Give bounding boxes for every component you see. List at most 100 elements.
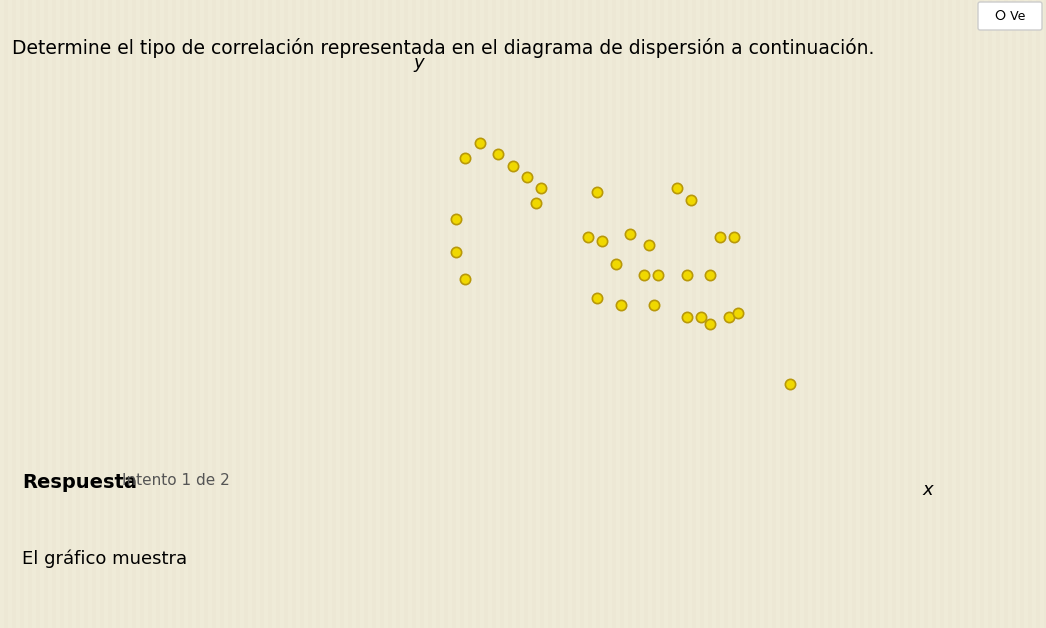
Bar bbox=[312, 0, 316, 628]
Point bbox=[448, 214, 464, 224]
Point bbox=[730, 308, 747, 318]
Bar bbox=[864, 0, 868, 628]
Bar bbox=[240, 0, 244, 628]
Text: ⵔ Ve: ⵔ Ve bbox=[995, 9, 1025, 23]
Bar bbox=[784, 0, 788, 628]
Bar bbox=[1016, 0, 1020, 628]
Bar bbox=[40, 0, 44, 628]
Bar bbox=[128, 0, 132, 628]
Bar bbox=[400, 0, 404, 628]
Bar bbox=[353, 0, 356, 628]
Bar bbox=[856, 0, 860, 628]
Bar bbox=[64, 0, 68, 628]
Bar bbox=[511, 0, 516, 628]
Bar bbox=[552, 0, 556, 628]
Bar bbox=[936, 0, 940, 628]
Bar bbox=[592, 0, 596, 628]
FancyBboxPatch shape bbox=[978, 2, 1042, 30]
Point bbox=[692, 311, 709, 322]
Bar bbox=[649, 0, 652, 628]
Bar bbox=[440, 0, 444, 628]
Bar bbox=[120, 0, 124, 628]
Point bbox=[726, 232, 743, 242]
Point bbox=[532, 183, 549, 193]
Bar bbox=[360, 0, 364, 628]
Bar bbox=[32, 0, 36, 628]
Bar bbox=[392, 0, 396, 628]
Bar bbox=[272, 0, 276, 628]
Bar bbox=[760, 0, 764, 628]
Bar bbox=[264, 0, 268, 628]
Point bbox=[679, 311, 696, 322]
Bar bbox=[456, 0, 460, 628]
Point bbox=[594, 236, 611, 246]
Bar bbox=[943, 0, 948, 628]
Bar bbox=[544, 0, 548, 628]
Bar bbox=[536, 0, 540, 628]
Point bbox=[721, 311, 737, 322]
Bar bbox=[480, 0, 484, 628]
Bar bbox=[632, 0, 636, 628]
Point bbox=[490, 149, 507, 160]
Point bbox=[702, 319, 719, 329]
Bar bbox=[520, 0, 524, 628]
Bar bbox=[376, 0, 380, 628]
Bar bbox=[832, 0, 836, 628]
Bar bbox=[712, 0, 717, 628]
Bar bbox=[144, 0, 147, 628]
Bar bbox=[664, 0, 668, 628]
Bar bbox=[808, 0, 812, 628]
Bar bbox=[79, 0, 84, 628]
Bar bbox=[296, 0, 300, 628]
Bar bbox=[104, 0, 108, 628]
Bar bbox=[24, 0, 28, 628]
Bar bbox=[616, 0, 620, 628]
Point bbox=[589, 187, 606, 197]
Text: y: y bbox=[413, 53, 424, 72]
Bar bbox=[280, 0, 285, 628]
Point bbox=[608, 259, 624, 269]
Bar bbox=[88, 0, 92, 628]
Bar bbox=[200, 0, 204, 628]
Bar bbox=[800, 0, 804, 628]
Bar bbox=[696, 0, 700, 628]
Bar bbox=[672, 0, 676, 628]
Point bbox=[651, 270, 667, 280]
Bar bbox=[56, 0, 60, 628]
Bar bbox=[736, 0, 740, 628]
Bar bbox=[1032, 0, 1036, 628]
Bar bbox=[496, 0, 500, 628]
Bar bbox=[680, 0, 684, 628]
Bar bbox=[920, 0, 924, 628]
Bar bbox=[720, 0, 724, 628]
Bar bbox=[840, 0, 844, 628]
Bar bbox=[952, 0, 956, 628]
Point bbox=[782, 379, 799, 389]
Bar bbox=[16, 0, 20, 628]
Bar bbox=[336, 0, 340, 628]
Text: Determine el tipo de correlación representada en el diagrama de dispersión a con: Determine el tipo de correlación represe… bbox=[12, 38, 874, 58]
Bar bbox=[608, 0, 612, 628]
Bar bbox=[872, 0, 876, 628]
Bar bbox=[528, 0, 532, 628]
Bar bbox=[192, 0, 196, 628]
Point bbox=[613, 300, 630, 310]
Bar bbox=[488, 0, 492, 628]
Bar bbox=[0, 0, 4, 628]
Text: x: x bbox=[923, 481, 933, 499]
Bar bbox=[217, 0, 220, 628]
Point bbox=[589, 293, 606, 303]
Bar bbox=[576, 0, 579, 628]
Bar bbox=[472, 0, 476, 628]
Bar bbox=[384, 0, 388, 628]
Bar bbox=[320, 0, 324, 628]
Point bbox=[519, 172, 536, 182]
Point bbox=[640, 240, 658, 250]
Bar bbox=[640, 0, 644, 628]
Bar bbox=[464, 0, 468, 628]
Bar bbox=[744, 0, 748, 628]
Bar bbox=[248, 0, 252, 628]
Point bbox=[702, 270, 719, 280]
Bar bbox=[328, 0, 332, 628]
Bar bbox=[912, 0, 916, 628]
